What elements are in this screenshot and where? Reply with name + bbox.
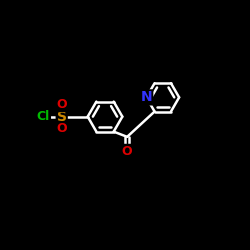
Text: N: N <box>140 90 152 104</box>
Text: O: O <box>122 145 132 158</box>
Text: O: O <box>56 122 67 135</box>
Text: S: S <box>57 110 67 124</box>
Text: Cl: Cl <box>37 110 50 123</box>
Text: O: O <box>56 98 67 111</box>
